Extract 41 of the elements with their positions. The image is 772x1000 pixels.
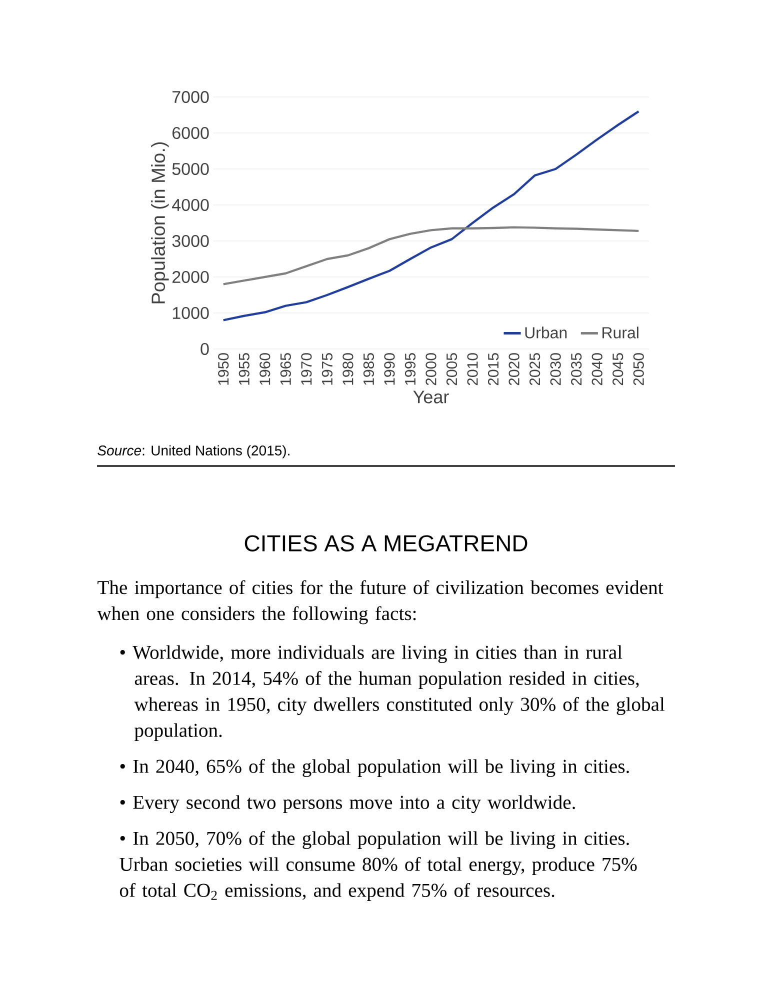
line-series [222, 110, 640, 322]
y-tick-label: 3000 [172, 234, 209, 248]
x-tick-label: 1960 [260, 353, 270, 385]
x-tick-label: 2025 [530, 353, 540, 386]
x-tick-label: 1950 [218, 353, 229, 385]
x-tick-label: 2035 [571, 353, 582, 386]
y-axis-title: Population (in Mio.) [151, 142, 169, 304]
x-tick-label: 2050 [633, 353, 644, 386]
x-tick-label: 1975 [322, 353, 332, 385]
text: • In 2050, 70% of the global population will be living in cities. Urban societies will consume 80% of total energy, produce 75% of total CO$_{2}$ emissions, and expend 75% of resources. [120, 830, 637, 901]
x-tick-label: 2000 [426, 353, 436, 386]
text: • Every second two persons move into a city worldwide. [120, 795, 575, 814]
text: • Worldwide, more individuals are living in cities than in rural areas. In 2014, 54% of the human population resided in cities, whereas in 1950, city dwellers constituted only 30% of the global population. [120, 645, 665, 741]
x-tick-label: 1985 [363, 353, 374, 385]
x-tick-label: 2010 [467, 353, 478, 386]
x-tick-label: 2020 [508, 353, 520, 386]
x-tick-label: 1995 [404, 353, 416, 385]
y-tick-label: 6000 [172, 126, 209, 140]
legend-label: Rural [602, 326, 638, 338]
x-axis-title: Year [413, 390, 449, 404]
x-tick-label: 2005 [446, 353, 458, 386]
y-tick-label: 1000 [172, 306, 209, 320]
legend-label: Urban [525, 326, 567, 338]
text: CITIES AS A MEGATREND [244, 535, 528, 552]
x-tick-label: 2045 [612, 353, 624, 386]
y-tick-label: 5000 [172, 162, 209, 176]
text: The importance of cities for the future of civilization becomes evident when one considers the following facts: [97, 580, 664, 624]
text: • In 2040, 65% of the global population will be living in cities. [120, 758, 629, 778]
x-tick-label: 1955 [238, 353, 250, 385]
y-tick-label: 2000 [172, 270, 209, 284]
x-tick-label: 2015 [488, 353, 499, 386]
x-tick-label: 2030 [550, 353, 561, 386]
x-tick-label: 1965 [280, 353, 291, 385]
x-tick-label: 1970 [301, 353, 312, 385]
y-tick-label: 0 [200, 342, 209, 356]
x-tick-label: 1980 [342, 353, 354, 385]
x-tick-label: 2040 [592, 353, 602, 386]
text: Source: United Nations (2015). [98, 445, 290, 458]
y-tick-label: 4000 [172, 198, 209, 212]
x-tick-label: 1990 [384, 353, 395, 385]
y-tick-label: 7000 [172, 90, 209, 104]
